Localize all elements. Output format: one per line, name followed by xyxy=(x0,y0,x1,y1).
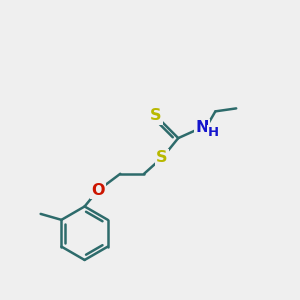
Text: S: S xyxy=(156,150,168,165)
Text: O: O xyxy=(91,183,105,198)
Text: H: H xyxy=(208,126,219,139)
Text: S: S xyxy=(150,108,162,123)
Text: N: N xyxy=(195,120,209,135)
